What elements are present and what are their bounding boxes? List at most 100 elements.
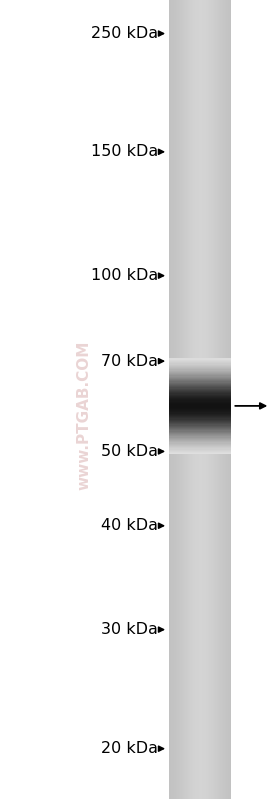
FancyBboxPatch shape bbox=[205, 0, 207, 799]
FancyBboxPatch shape bbox=[169, 447, 231, 448]
FancyBboxPatch shape bbox=[169, 383, 231, 385]
FancyBboxPatch shape bbox=[169, 400, 231, 402]
FancyBboxPatch shape bbox=[169, 444, 231, 446]
FancyBboxPatch shape bbox=[169, 452, 231, 455]
FancyBboxPatch shape bbox=[169, 382, 231, 384]
FancyBboxPatch shape bbox=[169, 390, 231, 392]
FancyBboxPatch shape bbox=[169, 432, 231, 434]
FancyBboxPatch shape bbox=[193, 0, 194, 799]
FancyBboxPatch shape bbox=[174, 0, 175, 799]
FancyBboxPatch shape bbox=[169, 380, 231, 381]
Text: 20 kDa: 20 kDa bbox=[101, 741, 158, 756]
FancyBboxPatch shape bbox=[230, 0, 231, 799]
FancyBboxPatch shape bbox=[169, 451, 231, 453]
FancyBboxPatch shape bbox=[169, 439, 231, 441]
FancyBboxPatch shape bbox=[169, 420, 231, 422]
FancyBboxPatch shape bbox=[174, 0, 176, 799]
FancyBboxPatch shape bbox=[169, 408, 231, 410]
FancyBboxPatch shape bbox=[169, 403, 231, 405]
Text: 100 kDa: 100 kDa bbox=[91, 268, 158, 283]
FancyBboxPatch shape bbox=[169, 368, 231, 369]
FancyBboxPatch shape bbox=[176, 0, 177, 799]
FancyBboxPatch shape bbox=[217, 0, 218, 799]
Text: 40 kDa: 40 kDa bbox=[101, 519, 158, 533]
FancyBboxPatch shape bbox=[221, 0, 222, 799]
FancyBboxPatch shape bbox=[202, 0, 204, 799]
FancyBboxPatch shape bbox=[211, 0, 213, 799]
Text: www.PTGAB.COM: www.PTGAB.COM bbox=[76, 341, 92, 490]
FancyBboxPatch shape bbox=[172, 0, 174, 799]
FancyBboxPatch shape bbox=[169, 435, 231, 436]
FancyBboxPatch shape bbox=[219, 0, 220, 799]
FancyBboxPatch shape bbox=[227, 0, 228, 799]
FancyBboxPatch shape bbox=[191, 0, 192, 799]
FancyBboxPatch shape bbox=[169, 401, 231, 403]
FancyBboxPatch shape bbox=[185, 0, 186, 799]
Text: 30 kDa: 30 kDa bbox=[101, 622, 158, 637]
FancyBboxPatch shape bbox=[169, 407, 231, 409]
FancyBboxPatch shape bbox=[169, 378, 231, 380]
FancyBboxPatch shape bbox=[180, 0, 181, 799]
FancyBboxPatch shape bbox=[169, 363, 231, 364]
FancyBboxPatch shape bbox=[169, 414, 231, 416]
FancyBboxPatch shape bbox=[169, 372, 231, 374]
FancyBboxPatch shape bbox=[169, 449, 231, 451]
FancyBboxPatch shape bbox=[192, 0, 193, 799]
FancyBboxPatch shape bbox=[169, 418, 231, 419]
FancyBboxPatch shape bbox=[190, 0, 191, 799]
FancyBboxPatch shape bbox=[169, 389, 231, 391]
FancyBboxPatch shape bbox=[197, 0, 199, 799]
FancyBboxPatch shape bbox=[169, 450, 231, 452]
FancyBboxPatch shape bbox=[169, 419, 231, 421]
Text: 50 kDa: 50 kDa bbox=[101, 444, 158, 459]
FancyBboxPatch shape bbox=[216, 0, 217, 799]
FancyBboxPatch shape bbox=[209, 0, 211, 799]
FancyBboxPatch shape bbox=[218, 0, 219, 799]
FancyBboxPatch shape bbox=[229, 0, 230, 799]
FancyBboxPatch shape bbox=[169, 361, 231, 364]
FancyBboxPatch shape bbox=[169, 359, 231, 361]
FancyBboxPatch shape bbox=[169, 385, 231, 388]
FancyBboxPatch shape bbox=[186, 0, 187, 799]
FancyBboxPatch shape bbox=[169, 411, 231, 412]
FancyBboxPatch shape bbox=[169, 368, 231, 371]
FancyBboxPatch shape bbox=[181, 0, 182, 799]
FancyBboxPatch shape bbox=[183, 0, 184, 799]
FancyBboxPatch shape bbox=[169, 423, 231, 424]
FancyBboxPatch shape bbox=[169, 425, 231, 427]
FancyBboxPatch shape bbox=[169, 404, 231, 407]
FancyBboxPatch shape bbox=[189, 0, 190, 799]
FancyBboxPatch shape bbox=[220, 0, 221, 799]
FancyBboxPatch shape bbox=[225, 0, 226, 799]
FancyBboxPatch shape bbox=[171, 0, 172, 799]
FancyBboxPatch shape bbox=[169, 421, 231, 423]
FancyBboxPatch shape bbox=[169, 427, 231, 429]
FancyBboxPatch shape bbox=[169, 0, 231, 799]
FancyBboxPatch shape bbox=[169, 0, 171, 799]
FancyBboxPatch shape bbox=[169, 415, 231, 417]
FancyBboxPatch shape bbox=[169, 440, 231, 443]
FancyBboxPatch shape bbox=[169, 380, 231, 383]
FancyBboxPatch shape bbox=[206, 0, 208, 799]
FancyBboxPatch shape bbox=[184, 0, 185, 799]
FancyBboxPatch shape bbox=[169, 399, 231, 400]
FancyBboxPatch shape bbox=[222, 0, 223, 799]
FancyBboxPatch shape bbox=[169, 370, 231, 372]
FancyBboxPatch shape bbox=[169, 394, 231, 396]
FancyBboxPatch shape bbox=[169, 428, 231, 431]
FancyBboxPatch shape bbox=[169, 402, 231, 404]
FancyBboxPatch shape bbox=[169, 360, 231, 362]
FancyBboxPatch shape bbox=[169, 388, 231, 390]
FancyBboxPatch shape bbox=[198, 0, 199, 799]
FancyBboxPatch shape bbox=[228, 0, 229, 799]
Text: 150 kDa: 150 kDa bbox=[91, 145, 158, 159]
FancyBboxPatch shape bbox=[169, 416, 231, 419]
FancyBboxPatch shape bbox=[169, 387, 231, 388]
FancyBboxPatch shape bbox=[169, 413, 231, 415]
FancyBboxPatch shape bbox=[169, 430, 231, 431]
FancyBboxPatch shape bbox=[169, 438, 231, 440]
FancyBboxPatch shape bbox=[207, 0, 209, 799]
FancyBboxPatch shape bbox=[169, 365, 231, 367]
Text: 70 kDa: 70 kDa bbox=[101, 354, 158, 368]
FancyBboxPatch shape bbox=[169, 437, 231, 439]
